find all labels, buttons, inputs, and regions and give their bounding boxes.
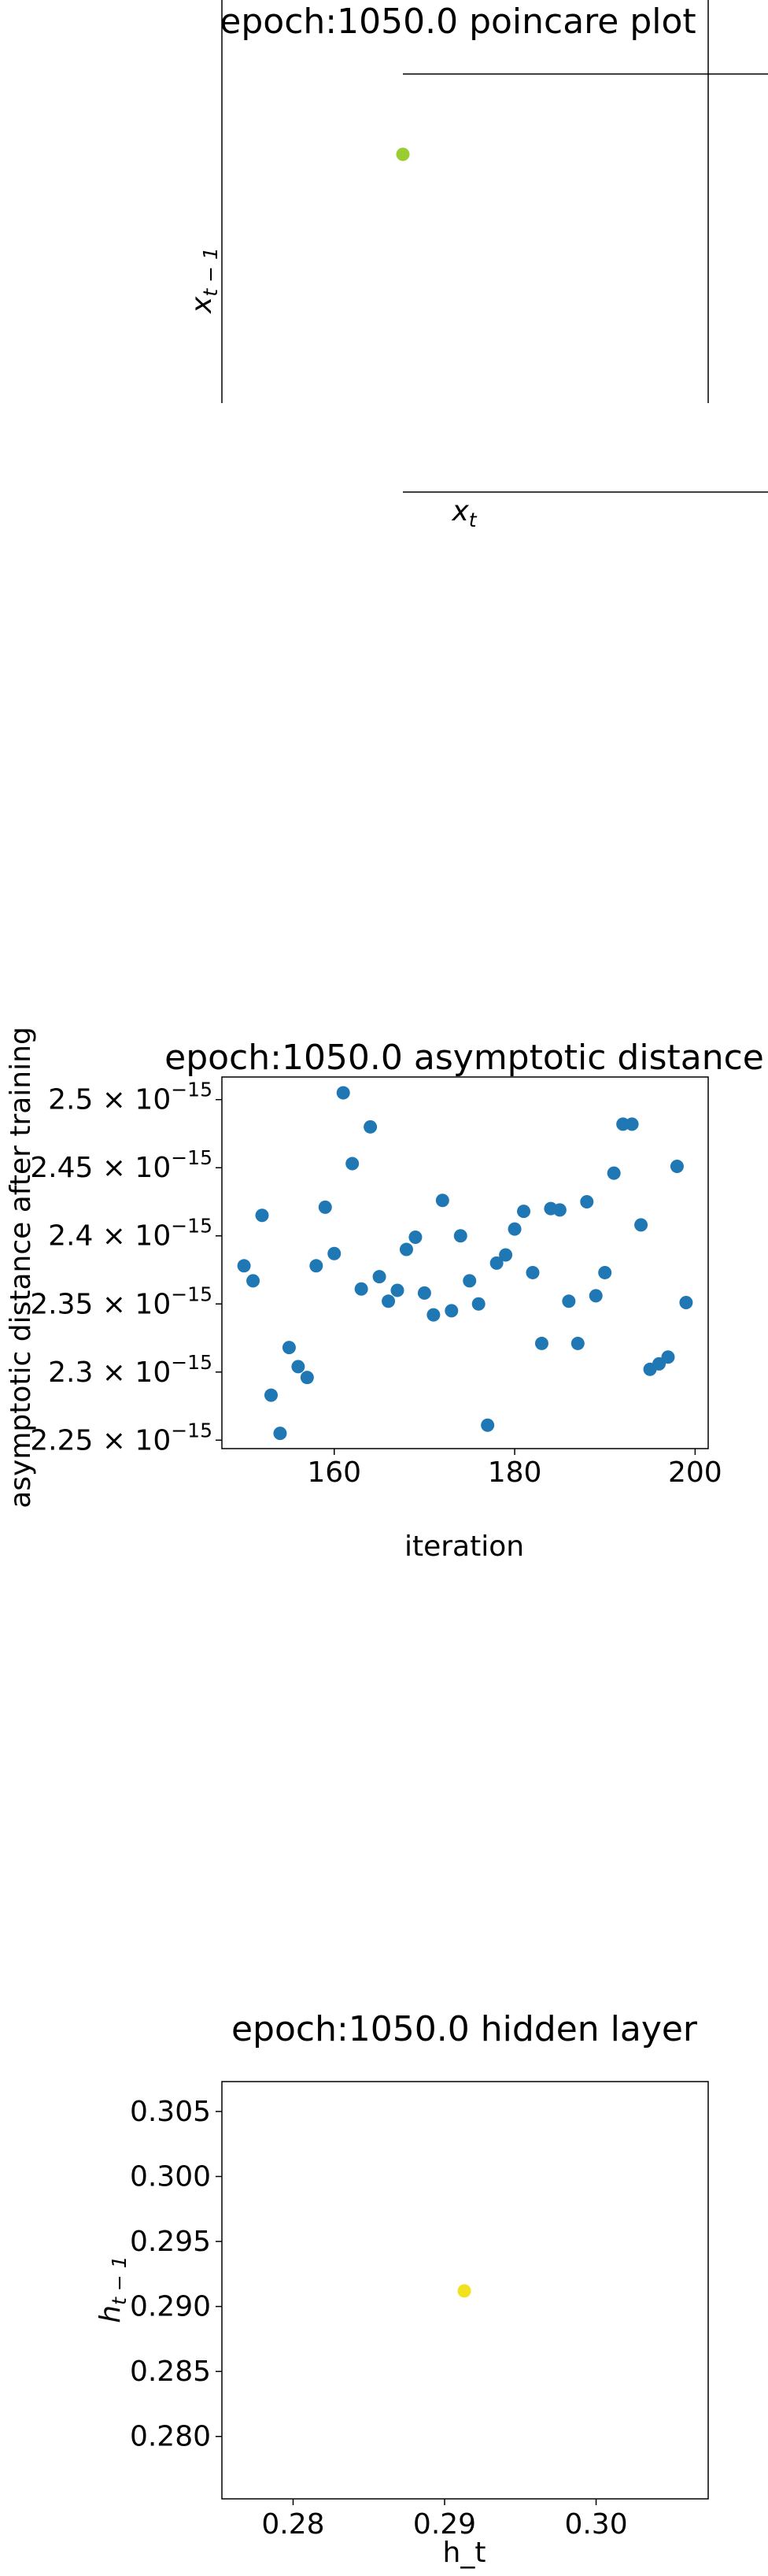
hidden-ytick-label: 0.300	[130, 2161, 211, 2193]
asymptotic-point	[291, 1360, 305, 1374]
hidden-xtick-label: 0.30	[564, 2508, 627, 2541]
asymptotic-point	[607, 1166, 621, 1180]
hidden-xtick-label: 0.29	[413, 2508, 476, 2541]
asymptotic-point	[354, 1282, 368, 1296]
asymptotic-point	[390, 1283, 404, 1297]
asymptotic-xtick-label: 200	[668, 1456, 722, 1489]
poincare-point	[396, 147, 410, 161]
asymptotic-point	[327, 1246, 342, 1260]
asymptotic-point	[336, 1086, 350, 1100]
asymptotic-xtick-label: 160	[307, 1456, 361, 1489]
asymptotic-point	[246, 1274, 260, 1288]
asymptotic-point	[445, 1304, 459, 1318]
asymptotic-point	[382, 1294, 396, 1308]
hidden-layer-plot: epoch:1050.0 hidden layer 0.28 0.29 0.30 0.…	[94, 2009, 709, 2569]
hidden-ytick-label: 0.280	[130, 2421, 211, 2453]
asymptotic-point	[364, 1120, 378, 1134]
asymptotic-point	[408, 1230, 423, 1244]
asymptotic-point	[562, 1294, 576, 1308]
asymptotic-point	[499, 1248, 513, 1262]
asymptotic-point	[580, 1194, 594, 1208]
hidden-title: epoch:1050.0 hidden layer	[231, 2009, 698, 2049]
hidden-ytick-label: 0.305	[130, 2096, 211, 2128]
poincare-plot: epoch:1050.0 poincare plot xt xt − 1	[186, 0, 768, 531]
asymptotic-point	[526, 1265, 540, 1279]
asymptotic-point	[372, 1270, 386, 1284]
asymptotic-title: epoch:1050.0 asymptotic distance	[164, 1038, 764, 1078]
hidden-plot-frame	[221, 2081, 709, 2500]
hidden-ytick-label: 0.295	[130, 2226, 211, 2258]
hidden-ytick-label: 0.285	[130, 2356, 211, 2388]
asymptotic-ytick-label: 2.25 × 10−15	[30, 1419, 212, 1456]
asymptotic-ytick-label: 2.35 × 10−15	[30, 1282, 212, 1320]
asymptotic-point	[670, 1160, 684, 1174]
asymptotic-point	[481, 1418, 495, 1432]
asymptotic-point	[634, 1218, 648, 1232]
asymptotic-point	[661, 1350, 675, 1364]
hidden-ylabel: ht − 1	[94, 2256, 131, 2322]
asymptotic-ylabel: asymptotic distance after training	[5, 1027, 37, 1508]
asymptotic-point	[508, 1222, 522, 1236]
hidden-point	[457, 2284, 471, 2298]
asymptotic-point	[309, 1259, 323, 1273]
asymptotic-point	[625, 1117, 639, 1131]
hidden-xtick-label: 0.28	[261, 2508, 324, 2541]
asymptotic-point	[534, 1336, 548, 1350]
asymptotic-ytick-label: 2.3 × 10−15	[48, 1351, 212, 1389]
asymptotic-xlabel: iteration	[404, 1530, 524, 1563]
asymptotic-point	[255, 1208, 269, 1223]
asymptotic-point	[435, 1194, 449, 1208]
asymptotic-point	[589, 1289, 603, 1303]
asymptotic-ytick-label: 2.4 × 10−15	[48, 1215, 212, 1253]
asymptotic-point	[318, 1200, 332, 1214]
asymptotic-plot-frame	[221, 1076, 709, 1449]
poincare-ylabel: xt − 1	[186, 247, 222, 314]
asymptotic-ytick-label: 2.45 × 10−15	[30, 1146, 212, 1184]
asymptotic-point	[598, 1265, 612, 1279]
hidden-ytick-label: 0.290	[130, 2291, 211, 2323]
asymptotic-point	[570, 1336, 585, 1350]
hidden-xlabel: h_t	[443, 2537, 486, 2569]
asymptotic-point	[471, 1297, 486, 1311]
asymptotic-distance-plot: epoch:1050.0 asymptotic distance 160 180 2…	[5, 1027, 764, 1563]
asymptotic-point	[345, 1157, 360, 1171]
asymptotic-point	[679, 1296, 693, 1310]
asymptotic-point	[282, 1341, 296, 1355]
poincare-title: epoch:1050.0 poincare plot	[220, 2, 696, 42]
asymptotic-ytick-label: 2.5 × 10−15	[48, 1079, 212, 1116]
asymptotic-point	[300, 1371, 314, 1385]
asymptotic-point	[517, 1205, 531, 1219]
asymptotic-point	[552, 1203, 567, 1217]
asymptotic-xtick-label: 180	[488, 1456, 542, 1489]
asymptotic-point	[273, 1427, 287, 1441]
poincare-xlabel: xt	[451, 495, 477, 531]
asymptotic-point	[237, 1259, 251, 1273]
asymptotic-point	[463, 1274, 477, 1288]
asymptotic-point	[399, 1242, 413, 1257]
asymptotic-point	[264, 1388, 278, 1402]
asymptotic-point	[426, 1308, 441, 1322]
asymptotic-point	[489, 1256, 504, 1270]
asymptotic-point	[453, 1229, 467, 1243]
asymptotic-point	[417, 1286, 431, 1300]
